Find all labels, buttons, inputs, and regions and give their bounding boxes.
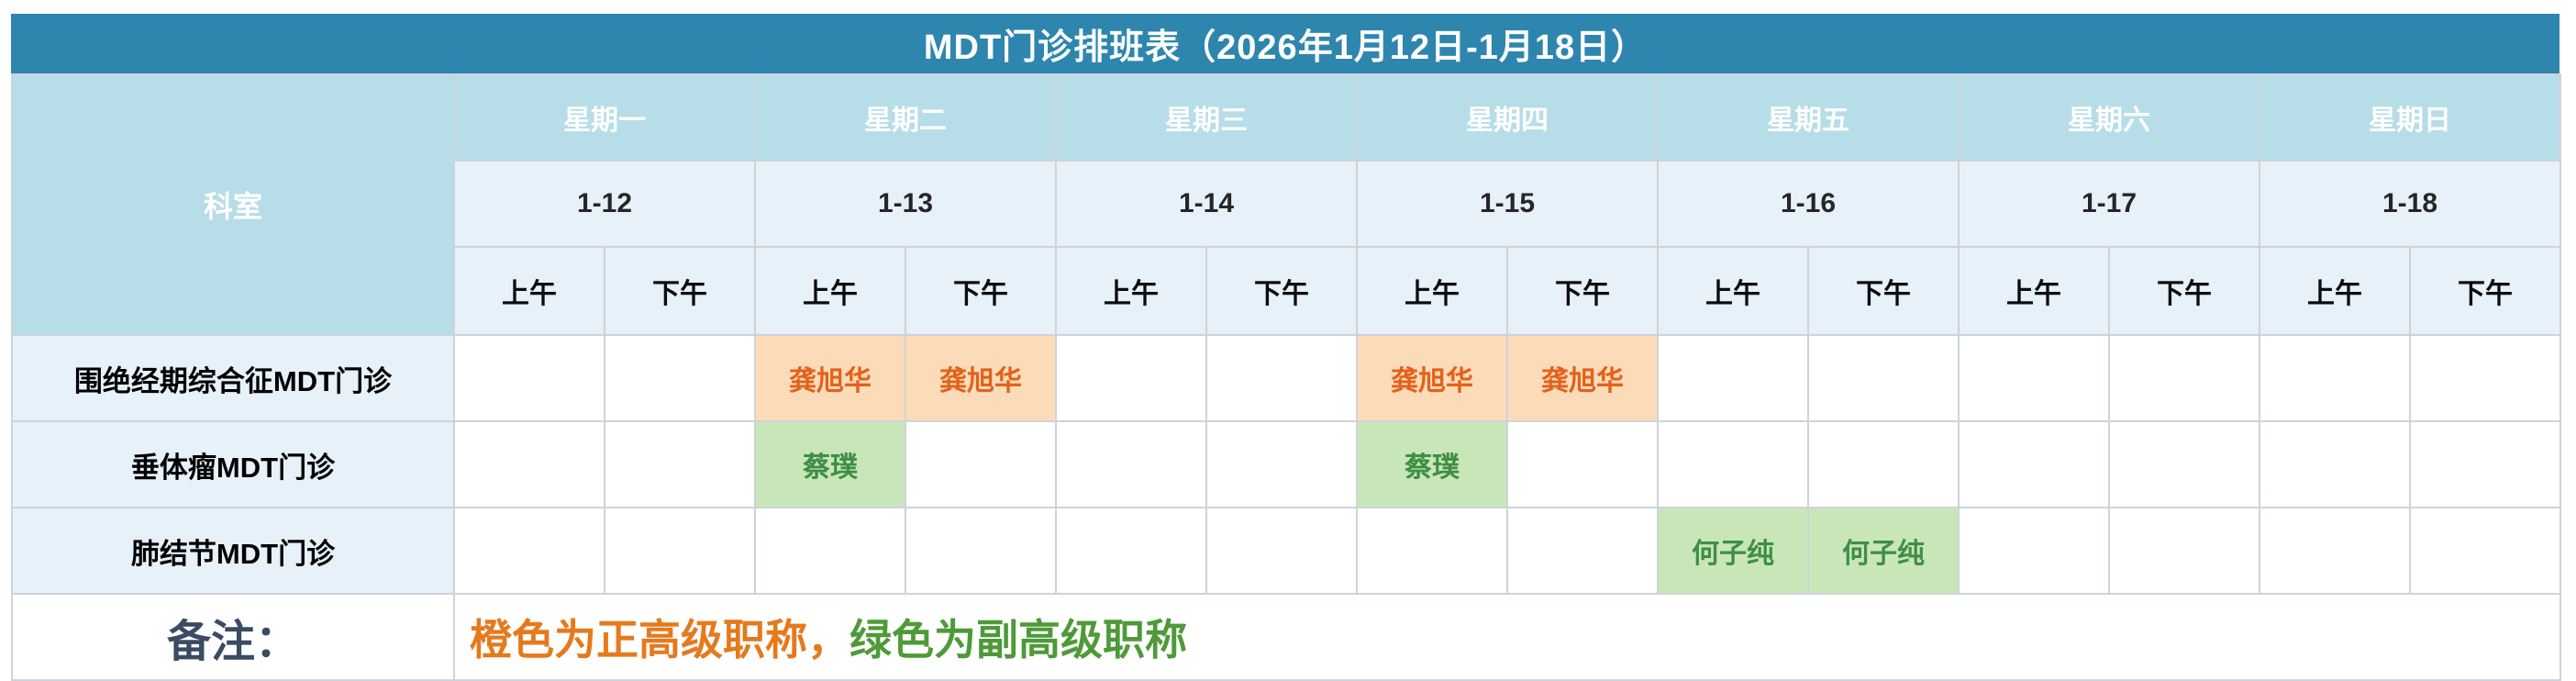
empty-cell: [604, 334, 756, 422]
empty-cell: [1356, 507, 1508, 595]
empty-cell: [1205, 334, 1358, 422]
pm-label-3: 下午: [1506, 246, 1659, 336]
empty-cell: [1055, 420, 1207, 508]
department-label: 围绝经期综合征MDT门诊: [11, 334, 455, 422]
am-label-2: 上午: [1055, 246, 1207, 336]
department-row-0: 围绝经期综合征MDT门诊 龚旭华 龚旭华 龚旭华 龚旭华: [11, 334, 2561, 422]
empty-cell: [2108, 334, 2260, 422]
am-label-4: 上午: [1657, 246, 1809, 336]
empty-cell: [1506, 507, 1659, 595]
doctor-cell: 何子纯: [1807, 507, 1960, 595]
weekday-row: 科室 星期一 星期二 星期三 星期四 星期五 星期六 星期日: [11, 73, 2561, 336]
empty-cell: [1958, 420, 2110, 508]
doctor-cell: 龚旭华: [905, 334, 1057, 422]
am-label-0: 上午: [453, 246, 605, 336]
am-label-6: 上午: [2259, 246, 2411, 336]
pm-label-1: 下午: [905, 246, 1057, 336]
empty-cell: [2108, 420, 2260, 508]
date-cell-4: 1-16: [1657, 160, 1960, 248]
ampm-row: 上午 下午 上午 下午 上午 下午 上午 下午 上午 下午 上午 下午 上午 下午: [12, 246, 2561, 336]
empty-cell: [2108, 507, 2260, 595]
schedule-sheet: MDT门诊排班表（2026年1月12日-1月18日） 科室 星期一 星期二 星期三 星期…: [11, 14, 2561, 681]
doctor-cell: 龚旭华: [1356, 334, 1508, 422]
empty-cell: [2259, 507, 2411, 595]
department-row-2: 肺结节MDT门诊 何子纯 何子纯: [11, 507, 2561, 595]
empty-cell: [1807, 420, 1960, 508]
note-text: 橙色为正高级职称，绿色为副高级职称: [453, 593, 2561, 681]
weekday-header-0: 星期一: [453, 73, 756, 162]
empty-cell: [453, 420, 605, 508]
empty-cell: [604, 507, 756, 595]
empty-cell: [1205, 507, 1358, 595]
weekday-header-2: 星期三: [1055, 73, 1358, 162]
date-cell-5: 1-17: [1958, 160, 2260, 248]
pm-label-4: 下午: [1807, 246, 1960, 336]
note-label: 备注：: [11, 593, 455, 681]
am-label-3: 上午: [1356, 246, 1508, 336]
empty-cell: [453, 507, 605, 595]
empty-cell: [905, 507, 1057, 595]
am-label-1: 上午: [754, 246, 906, 336]
schedule-grid: 科室 星期一 星期二 星期三 星期四 星期五 星期六 星期日 1-12 1-13 1-14 1-15 1…: [11, 73, 2561, 681]
empty-cell: [604, 420, 756, 508]
weekday-header-6: 星期日: [2259, 73, 2561, 162]
empty-cell: [1807, 334, 1960, 422]
empty-cell: [1055, 507, 1207, 595]
note-green-text: 绿色为副高级职称: [849, 616, 1187, 664]
pm-label-6: 下午: [2409, 246, 2561, 336]
pm-label-5: 下午: [2108, 246, 2260, 336]
empty-cell: [2409, 334, 2561, 422]
empty-cell: [1506, 420, 1659, 508]
weekday-header-3: 星期四: [1356, 73, 1659, 162]
doctor-cell: 龚旭华: [1506, 334, 1659, 422]
doctor-cell: 何子纯: [1657, 507, 1809, 595]
date-row: 1-12 1-13 1-14 1-15 1-16 1-17 1-18: [12, 160, 2561, 248]
doctor-cell: 蔡璞: [1356, 420, 1508, 508]
note-row: 备注： 橙色为正高级职称，绿色为副高级职称: [11, 593, 2561, 681]
empty-cell: [1958, 507, 2110, 595]
pm-label-0: 下午: [604, 246, 756, 336]
empty-cell: [1205, 420, 1358, 508]
doctor-cell: 龚旭华: [754, 334, 906, 422]
date-cell-3: 1-15: [1356, 160, 1659, 248]
doctor-cell: 蔡璞: [754, 420, 906, 508]
empty-cell: [2409, 507, 2561, 595]
empty-cell: [905, 420, 1057, 508]
corner-department-header: 科室: [11, 73, 455, 336]
weekday-header-1: 星期二: [754, 73, 1057, 162]
pm-label-2: 下午: [1205, 246, 1358, 336]
empty-cell: [1657, 420, 1809, 508]
note-orange-text: 橙色为正高级职称，: [470, 616, 849, 664]
date-cell-1: 1-13: [754, 160, 1057, 248]
date-cell-6: 1-18: [2259, 160, 2561, 248]
empty-cell: [2259, 420, 2411, 508]
date-cell-2: 1-14: [1055, 160, 1358, 248]
page-title: MDT门诊排班表（2026年1月12日-1月18日）: [11, 14, 2559, 73]
empty-cell: [1958, 334, 2110, 422]
am-label-5: 上午: [1958, 246, 2110, 336]
date-cell-0: 1-12: [453, 160, 756, 248]
empty-cell: [453, 334, 605, 422]
weekday-header-5: 星期六: [1958, 73, 2260, 162]
empty-cell: [754, 507, 906, 595]
department-label: 肺结节MDT门诊: [11, 507, 455, 595]
empty-cell: [1657, 334, 1809, 422]
department-row-1: 垂体瘤MDT门诊 蔡璞 蔡璞: [11, 420, 2561, 508]
empty-cell: [1055, 334, 1207, 422]
empty-cell: [2259, 334, 2411, 422]
weekday-header-4: 星期五: [1657, 73, 1960, 162]
empty-cell: [2409, 420, 2561, 508]
department-label: 垂体瘤MDT门诊: [11, 420, 455, 508]
